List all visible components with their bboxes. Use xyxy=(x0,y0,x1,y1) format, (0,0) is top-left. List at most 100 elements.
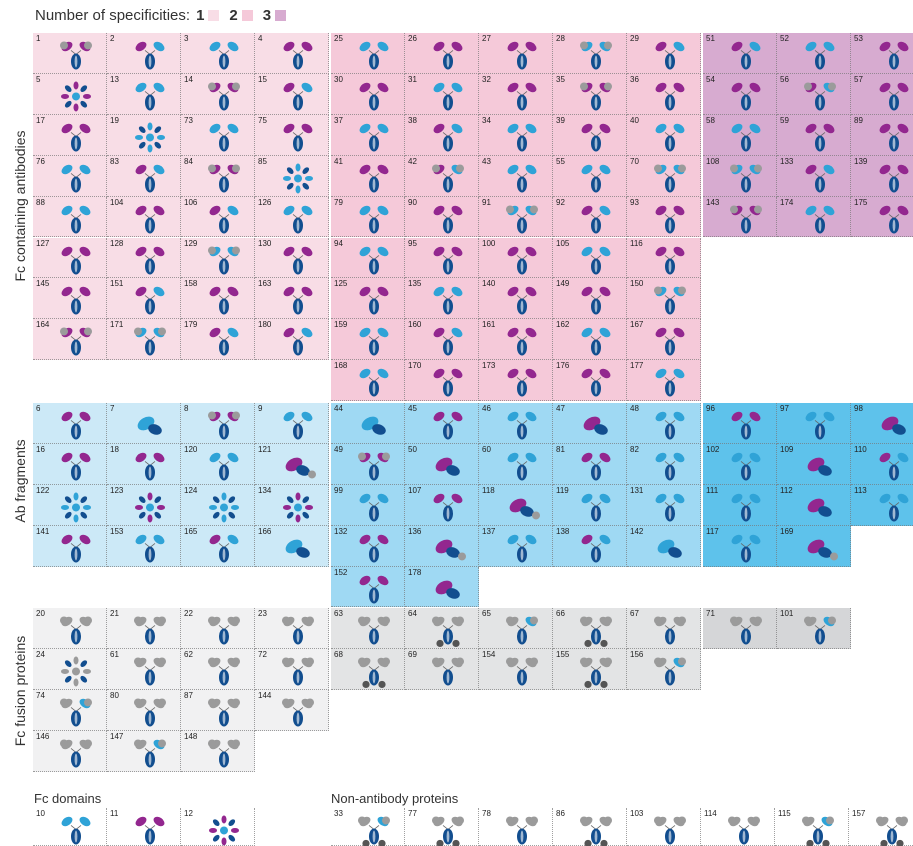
format-number: 34 xyxy=(482,115,491,125)
domain-shape xyxy=(377,287,389,297)
format-number: 1 xyxy=(36,34,41,43)
format-cell-19: 19 xyxy=(107,114,181,156)
format-cell-34: 34 xyxy=(479,114,553,156)
domain-shape xyxy=(520,300,524,313)
domain-shape xyxy=(452,839,460,846)
domain-shape xyxy=(599,452,611,463)
domain-shape xyxy=(446,96,450,109)
domain-shape xyxy=(749,41,761,52)
format-number: 157 xyxy=(852,809,866,818)
domain-shape xyxy=(301,82,313,93)
format-number: 75 xyxy=(258,115,267,125)
format-cell-55: 55 xyxy=(553,155,627,197)
domain-shape xyxy=(594,178,598,191)
format-cell-10: 10 xyxy=(33,808,107,846)
domain-shape xyxy=(227,534,239,544)
domain-shape xyxy=(677,657,686,666)
format-cell-103: 103 xyxy=(627,808,701,846)
domain-shape xyxy=(296,341,300,354)
format-glyph xyxy=(359,205,389,234)
format-cell-86: 86 xyxy=(553,808,627,846)
domain-shape xyxy=(372,341,376,354)
domain-shape xyxy=(655,493,667,503)
domain-shape xyxy=(744,630,748,643)
domain-shape xyxy=(890,830,894,843)
format-number: 131 xyxy=(630,485,644,495)
domain-shape xyxy=(433,327,445,338)
format-number: 82 xyxy=(630,444,639,454)
domain-shape xyxy=(655,452,667,463)
format-number: 80 xyxy=(110,690,119,700)
format-glyph xyxy=(209,205,239,234)
domain-shape xyxy=(135,287,147,297)
domain-shape xyxy=(529,657,538,666)
format-number: 65 xyxy=(482,609,491,618)
format-number: 150 xyxy=(630,279,644,289)
format-number: 28 xyxy=(556,34,565,43)
format-glyph xyxy=(805,205,835,234)
domain-shape xyxy=(581,452,593,463)
format-glyph xyxy=(580,82,612,111)
domain-shape xyxy=(456,816,464,825)
domain-shape xyxy=(823,164,835,174)
domain-shape xyxy=(282,616,291,625)
format-cell-140: 140 xyxy=(479,278,553,320)
format-glyph xyxy=(135,82,165,111)
fc-antibodies-label: Fc containing antibodies xyxy=(12,130,28,282)
domain-shape xyxy=(377,493,389,503)
domain-shape xyxy=(446,587,460,599)
domain-shape xyxy=(83,616,92,625)
domain-shape xyxy=(157,616,166,625)
domain-shape xyxy=(295,514,301,523)
legend-item-1-label: 1 xyxy=(196,6,205,24)
format-number: 119 xyxy=(556,485,569,495)
format-number: 53 xyxy=(854,34,863,43)
domain-shape xyxy=(212,834,220,842)
domain-shape xyxy=(208,657,217,666)
format-glyph xyxy=(359,41,389,70)
domain-shape xyxy=(581,327,593,338)
domain-shape xyxy=(581,205,593,215)
format-cell-71: 71 xyxy=(703,608,777,649)
format-cell-36: 36 xyxy=(627,73,701,115)
format-cell-90: 90 xyxy=(405,196,479,238)
domain-shape xyxy=(222,753,226,766)
fc-domains-title: Fc domains xyxy=(34,791,102,806)
domain-shape xyxy=(79,411,91,422)
domain-shape xyxy=(580,41,589,50)
format-glyph xyxy=(807,457,832,476)
format-number: 42 xyxy=(408,156,417,166)
domain-shape xyxy=(520,830,524,843)
domain-shape xyxy=(79,246,91,256)
format-glyph xyxy=(60,616,92,645)
format-number: 121 xyxy=(258,444,272,454)
format-number: 64 xyxy=(408,609,417,618)
domain-shape xyxy=(359,41,371,52)
format-number: 41 xyxy=(334,156,343,166)
format-glyph xyxy=(60,698,92,727)
format-cell-54: 54 xyxy=(703,73,777,115)
domain-shape xyxy=(507,368,519,379)
format-cell-151: 151 xyxy=(107,278,181,320)
domain-shape xyxy=(148,830,152,843)
domain-shape xyxy=(60,41,69,50)
format-cell-143: 143 xyxy=(703,196,777,238)
format-glyph xyxy=(135,534,165,563)
format-number: 68 xyxy=(334,649,343,659)
domain-shape xyxy=(897,123,909,133)
format-glyph xyxy=(507,82,537,111)
format-glyph xyxy=(509,498,540,520)
domain-shape xyxy=(135,816,147,827)
domain-shape xyxy=(74,630,78,643)
domain-shape xyxy=(673,452,685,463)
format-number: 143 xyxy=(706,197,720,207)
format-cell-169: 169 xyxy=(777,525,851,567)
domain-shape xyxy=(897,493,909,503)
format-cell-83: 83 xyxy=(107,155,181,197)
domain-shape xyxy=(728,816,736,825)
format-cell-163: 163 xyxy=(255,278,329,320)
domain-shape xyxy=(677,164,686,173)
domain-shape xyxy=(525,327,537,338)
format-cell-128: 128 xyxy=(107,237,181,279)
format-cell-106: 106 xyxy=(181,196,255,238)
